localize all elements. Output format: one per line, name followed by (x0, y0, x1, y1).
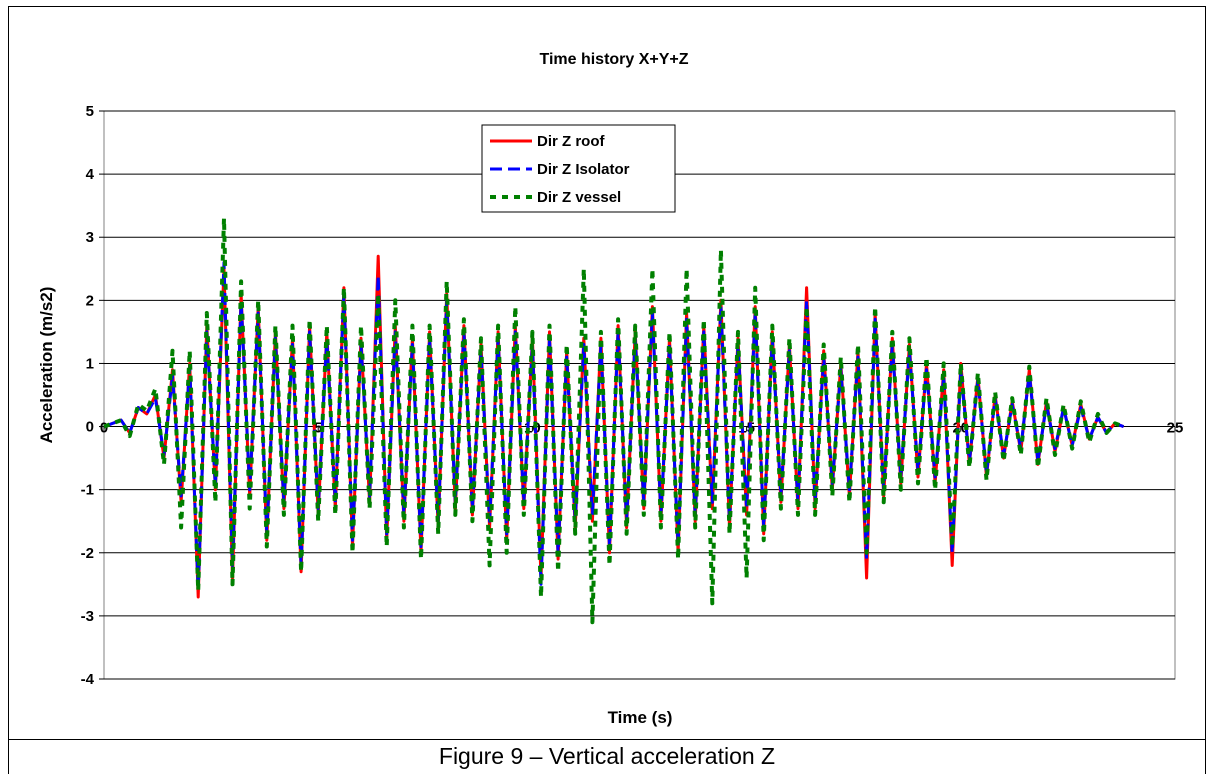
series-line-dir-z-isolator (103, 261, 1125, 593)
y-tick-label: -3 (81, 608, 94, 625)
chart-frame (8, 6, 1206, 740)
legend-label: Dir Z Isolator (537, 161, 630, 178)
y-tick-label: 4 (86, 166, 95, 183)
figure-caption: Figure 9 – Vertical acceleration Z (8, 739, 1206, 774)
y-tick-label: 5 (86, 103, 94, 120)
y-tick-label: -4 (81, 671, 95, 688)
y-tick-label: 2 (86, 292, 94, 309)
legend-label: Dir Z vessel (537, 189, 621, 206)
y-tick-label: -2 (81, 545, 94, 562)
series-line-dir-z-vessel (103, 216, 1125, 625)
y-tick-label: -1 (81, 482, 94, 499)
x-tick-label: 25 (1167, 420, 1184, 437)
legend-label: Dir Z roof (537, 133, 605, 150)
chart-svg: Time history X+Y+Z Time (s) Acceleration… (37, 51, 1184, 727)
chart-title: Time history X+Y+Z (539, 51, 688, 68)
y-tick-label: 3 (86, 229, 94, 246)
y-tick-label: 0 (86, 419, 94, 436)
y-tick-label: 1 (86, 355, 94, 372)
x-tick-label: 0 (100, 420, 108, 437)
legend: Dir Z roof Dir Z Isolator Dir Z vessel (481, 124, 676, 213)
y-axis-title: Acceleration (m/s2) (37, 287, 56, 444)
x-tick-label: 5 (314, 420, 322, 437)
x-axis-title: Time (s) (608, 708, 673, 727)
